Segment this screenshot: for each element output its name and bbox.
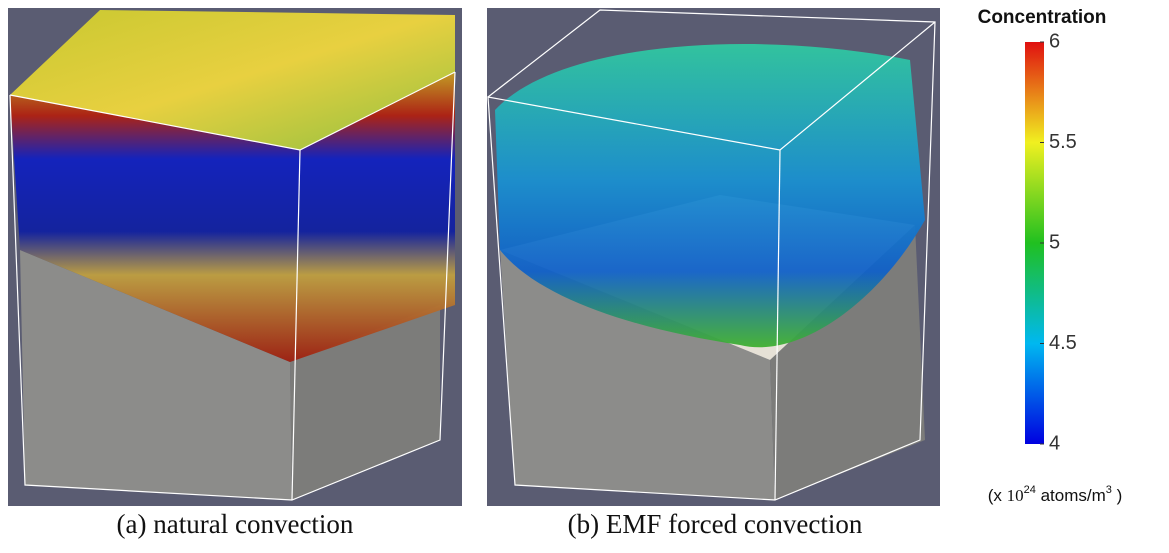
colorbar: Concentration (x 1024 atoms/m3 ) 4 4.5 5 5.…: [978, 7, 1123, 505]
unit-part: 24: [1024, 484, 1036, 496]
tick-label: 4: [1049, 432, 1060, 454]
tick-label: 4.5: [1049, 332, 1077, 354]
figure: (a) natural convection (b) EMF forced co…: [0, 0, 1169, 548]
unit-part: (x: [988, 486, 1007, 505]
unit-label: (x 1024 atoms/m3 ): [988, 484, 1123, 506]
unit-part: 10: [1007, 486, 1024, 505]
tick-label: 5.5: [1049, 131, 1077, 153]
tick-label: 6: [1049, 30, 1060, 52]
caption: (b) EMF forced convection: [568, 509, 863, 539]
caption: (a) natural convection: [117, 509, 354, 539]
unit-part: atoms/m: [1036, 486, 1106, 505]
panel-a: (a) natural convection: [8, 8, 462, 539]
tick-label: 5: [1049, 231, 1060, 253]
panel-b: (b) EMF forced convection: [487, 8, 940, 539]
unit-part: ): [1112, 486, 1122, 505]
colorbar-title: Concentration: [978, 7, 1107, 28]
